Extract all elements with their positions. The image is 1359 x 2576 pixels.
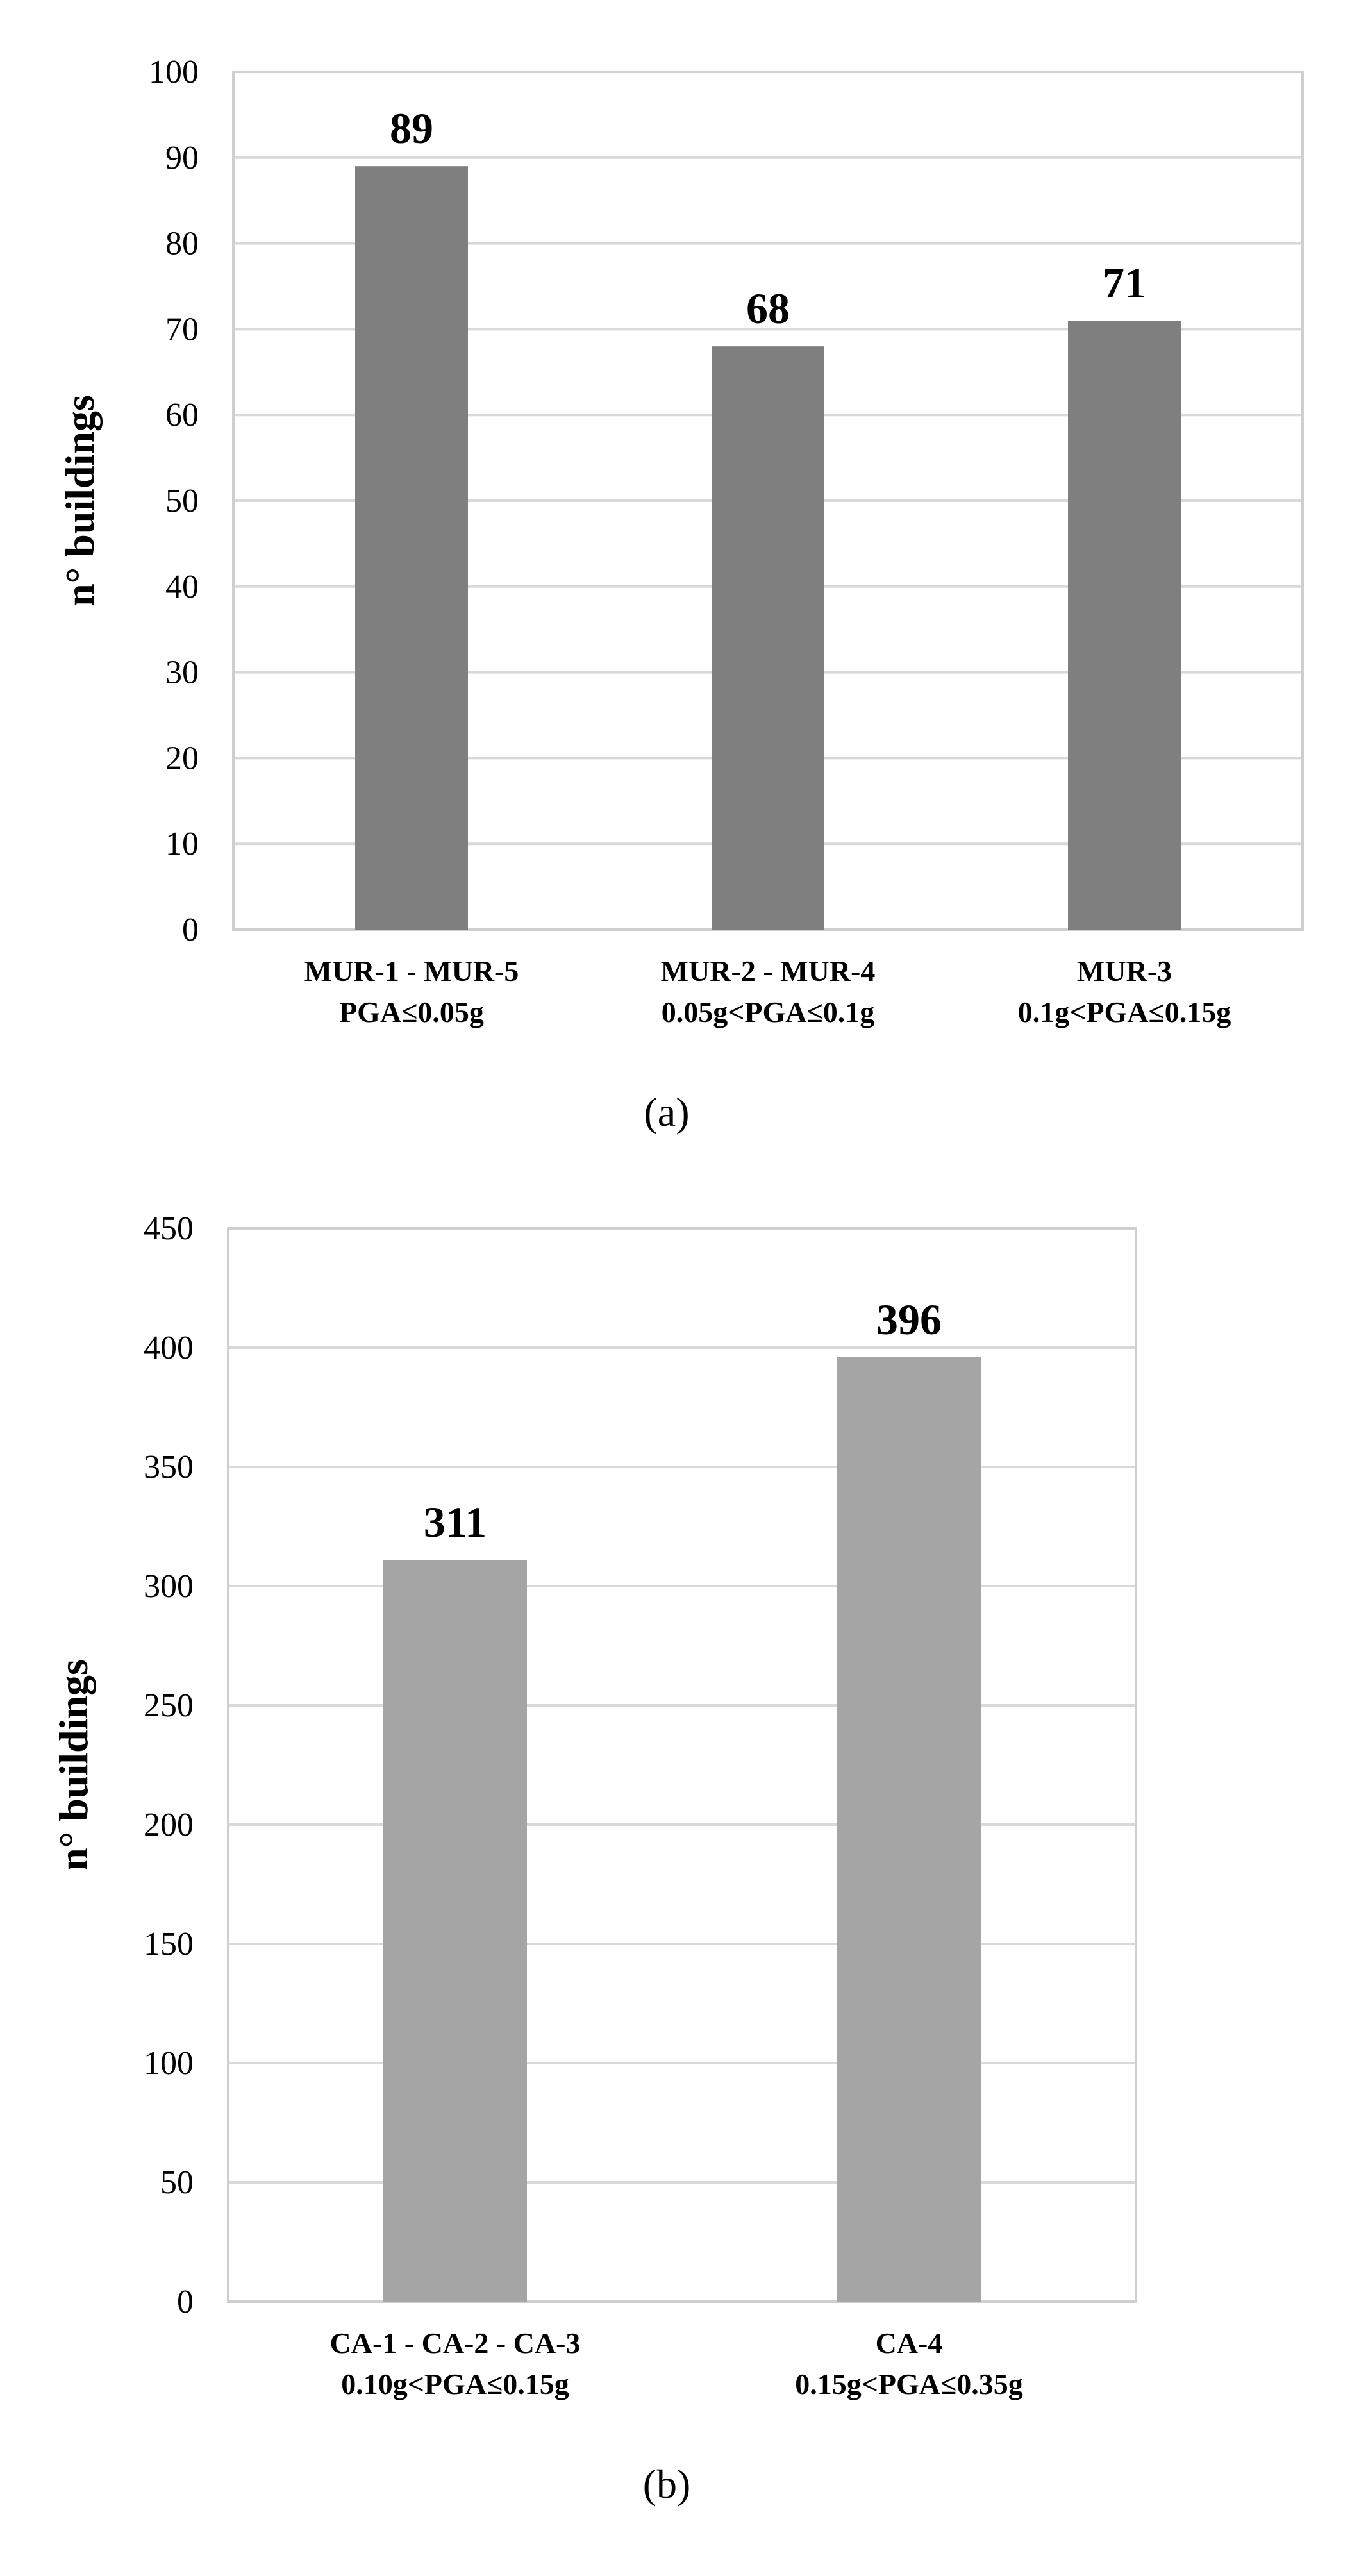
y-tick-label: 30 [165,655,199,691]
panel-caption: (b) [643,2461,691,2507]
bar [1068,321,1181,930]
y-axis-label: n° buildings [57,395,103,606]
y-tick-label: 300 [144,1568,194,1605]
y-tick-label: 150 [144,1926,194,1962]
y-tick-label: 100 [144,2045,194,2082]
y-tick-label: 60 [165,397,199,433]
chart-panel-b: 0 50 100 150 200 250 300 350 400 450 n° buildings 3… [51,1210,1137,2507]
data-label: 71 [1103,258,1146,307]
plot-area-frame [227,1227,1137,2303]
y-tick-label: 250 [144,1687,194,1724]
bar [355,166,468,930]
data-label: 68 [746,284,790,333]
y-tick-label: 350 [144,1449,194,1485]
bar [383,1560,527,2302]
category-label: 0.1g<PGA≤0.15g [1018,996,1231,1028]
panel-caption: (a) [644,1089,689,1135]
y-tick-label: 0 [182,912,199,948]
category-label: CA-1 - CA-2 - CA-3 [330,2327,581,2359]
y-tick-label: 400 [144,1330,194,1366]
y-tick-label: 100 [149,54,199,90]
y-axis-label: n° buildings [51,1659,96,1871]
category-label: CA-4 [876,2327,943,2359]
category-label: 0.10g<PGA≤0.15g [341,2368,569,2400]
category-label: 0.05g<PGA≤0.1g [662,996,875,1028]
bar [837,1357,981,2302]
y-tick-label: 90 [165,140,199,176]
data-label: 311 [424,1498,487,1546]
data-label: 89 [390,104,433,153]
y-tick-label: 10 [165,826,199,862]
y-tick-label: 450 [144,1210,194,1247]
y-tick-label: 40 [165,569,199,605]
y-tick-label: 70 [165,311,199,347]
data-label: 396 [876,1295,942,1344]
category-label: MUR-2 - MUR-4 [661,955,876,987]
category-label: 0.15g<PGA≤0.35g [795,2368,1023,2400]
y-tick-label: 0 [177,2284,194,2320]
y-tick-label: 80 [165,226,199,262]
bar [712,346,824,930]
category-label: MUR-1 - MUR-5 [304,955,519,987]
y-tick-label: 20 [165,740,199,776]
category-label: MUR-3 [1077,955,1172,987]
y-tick-label: 50 [160,2164,194,2201]
y-tick-label: 200 [144,1807,194,1843]
y-tick-label: 50 [165,483,199,519]
chart-panel-a: 0 10 20 30 40 50 60 70 80 90 100 n° buildings 89 MUR-… [57,54,1304,1135]
category-label: PGA≤0.05g [339,996,484,1028]
